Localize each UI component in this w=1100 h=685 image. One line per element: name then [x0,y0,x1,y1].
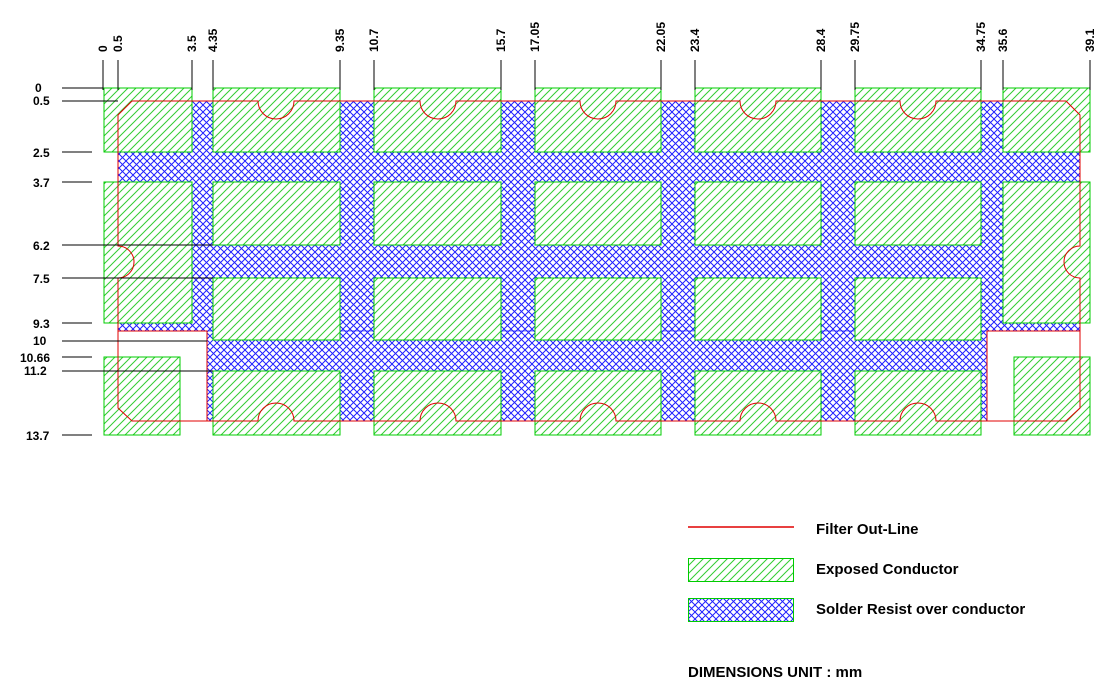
y-dimension-labels: 0 0.5 2.5 3.7 6.2 7.5 9.3 10 10.66 11.2 … [20,81,50,443]
pad [373,181,502,246]
x-dim-label: 15.7 [494,28,508,52]
legend-item-outline: Filter Out-Line [688,518,1098,558]
x-dim-label: 28.4 [814,28,828,52]
pad [373,87,502,153]
y-dimension-ticks [62,87,213,436]
exposed-conductor-pads [103,87,1091,436]
pad [1002,87,1091,153]
y-dim-label: 11.2 [24,364,47,378]
y-dim-label: 0.5 [33,94,50,108]
legend-label: Filter Out-Line [816,521,919,538]
pad [854,277,982,341]
x-dim-label: 23.4 [688,28,702,52]
pad [1002,181,1091,324]
filter-outline [117,100,1081,422]
x-dim-label: 35.6 [996,28,1010,52]
x-dim-label: 39.1 [1083,28,1097,52]
x-dim-label: 3.5 [185,35,199,52]
y-dim-label: 2.5 [33,146,50,160]
y-dim-label: 6.2 [33,239,50,253]
pad [212,277,341,341]
y-dim-label: 10.66 [20,351,50,365]
legend: Filter Out-Line Exposed Conductor Solder… [688,518,1098,638]
x-dim-label: 34.75 [974,22,988,52]
pad [694,277,822,341]
x-dim-label: 22.05 [654,22,668,52]
legend-item-conductor: Exposed Conductor [688,558,1098,598]
x-dim-label: 4.35 [206,28,220,52]
x-dimension-labels: 0 0.5 3.5 4.35 9.35 10.7 15.7 17.05 22.0… [96,22,1097,52]
pad [534,181,662,246]
x-dimension-ticks [102,60,1091,90]
x-dim-label: 17.05 [528,22,542,52]
y-dim-label: 9.3 [33,317,50,331]
y-dim-label: 3.7 [33,176,50,190]
y-dim-label: 7.5 [33,272,50,286]
pad [1013,356,1091,436]
pad [534,87,662,153]
pad [694,181,822,246]
x-dim-label: 0.5 [111,35,125,52]
pad [534,277,662,341]
pad [854,87,982,153]
pad [373,277,502,341]
green-hatch-icon [688,558,794,582]
blue-crosshatch-icon [688,598,794,622]
legend-label: Exposed Conductor [816,561,959,578]
y-dim-label: 10 [33,334,47,348]
y-dim-label: 13.7 [26,429,50,443]
x-dim-label: 10.7 [367,28,381,52]
x-dim-label: 29.75 [848,22,862,52]
pad [212,87,341,153]
pad [103,87,193,153]
pad [103,181,193,324]
dimensions-unit: DIMENSIONS UNIT : mm [688,664,863,681]
red-line-icon [688,526,794,528]
pad [694,87,822,153]
x-dim-label: 9.35 [333,28,347,52]
x-dim-label: 0 [96,45,110,52]
pad [854,181,982,246]
y-dim-label: 0 [35,81,42,95]
legend-label: Solder Resist over conductor [816,601,1026,618]
pad [103,356,181,436]
pad [212,181,341,246]
legend-item-resist: Solder Resist over conductor [688,598,1098,638]
